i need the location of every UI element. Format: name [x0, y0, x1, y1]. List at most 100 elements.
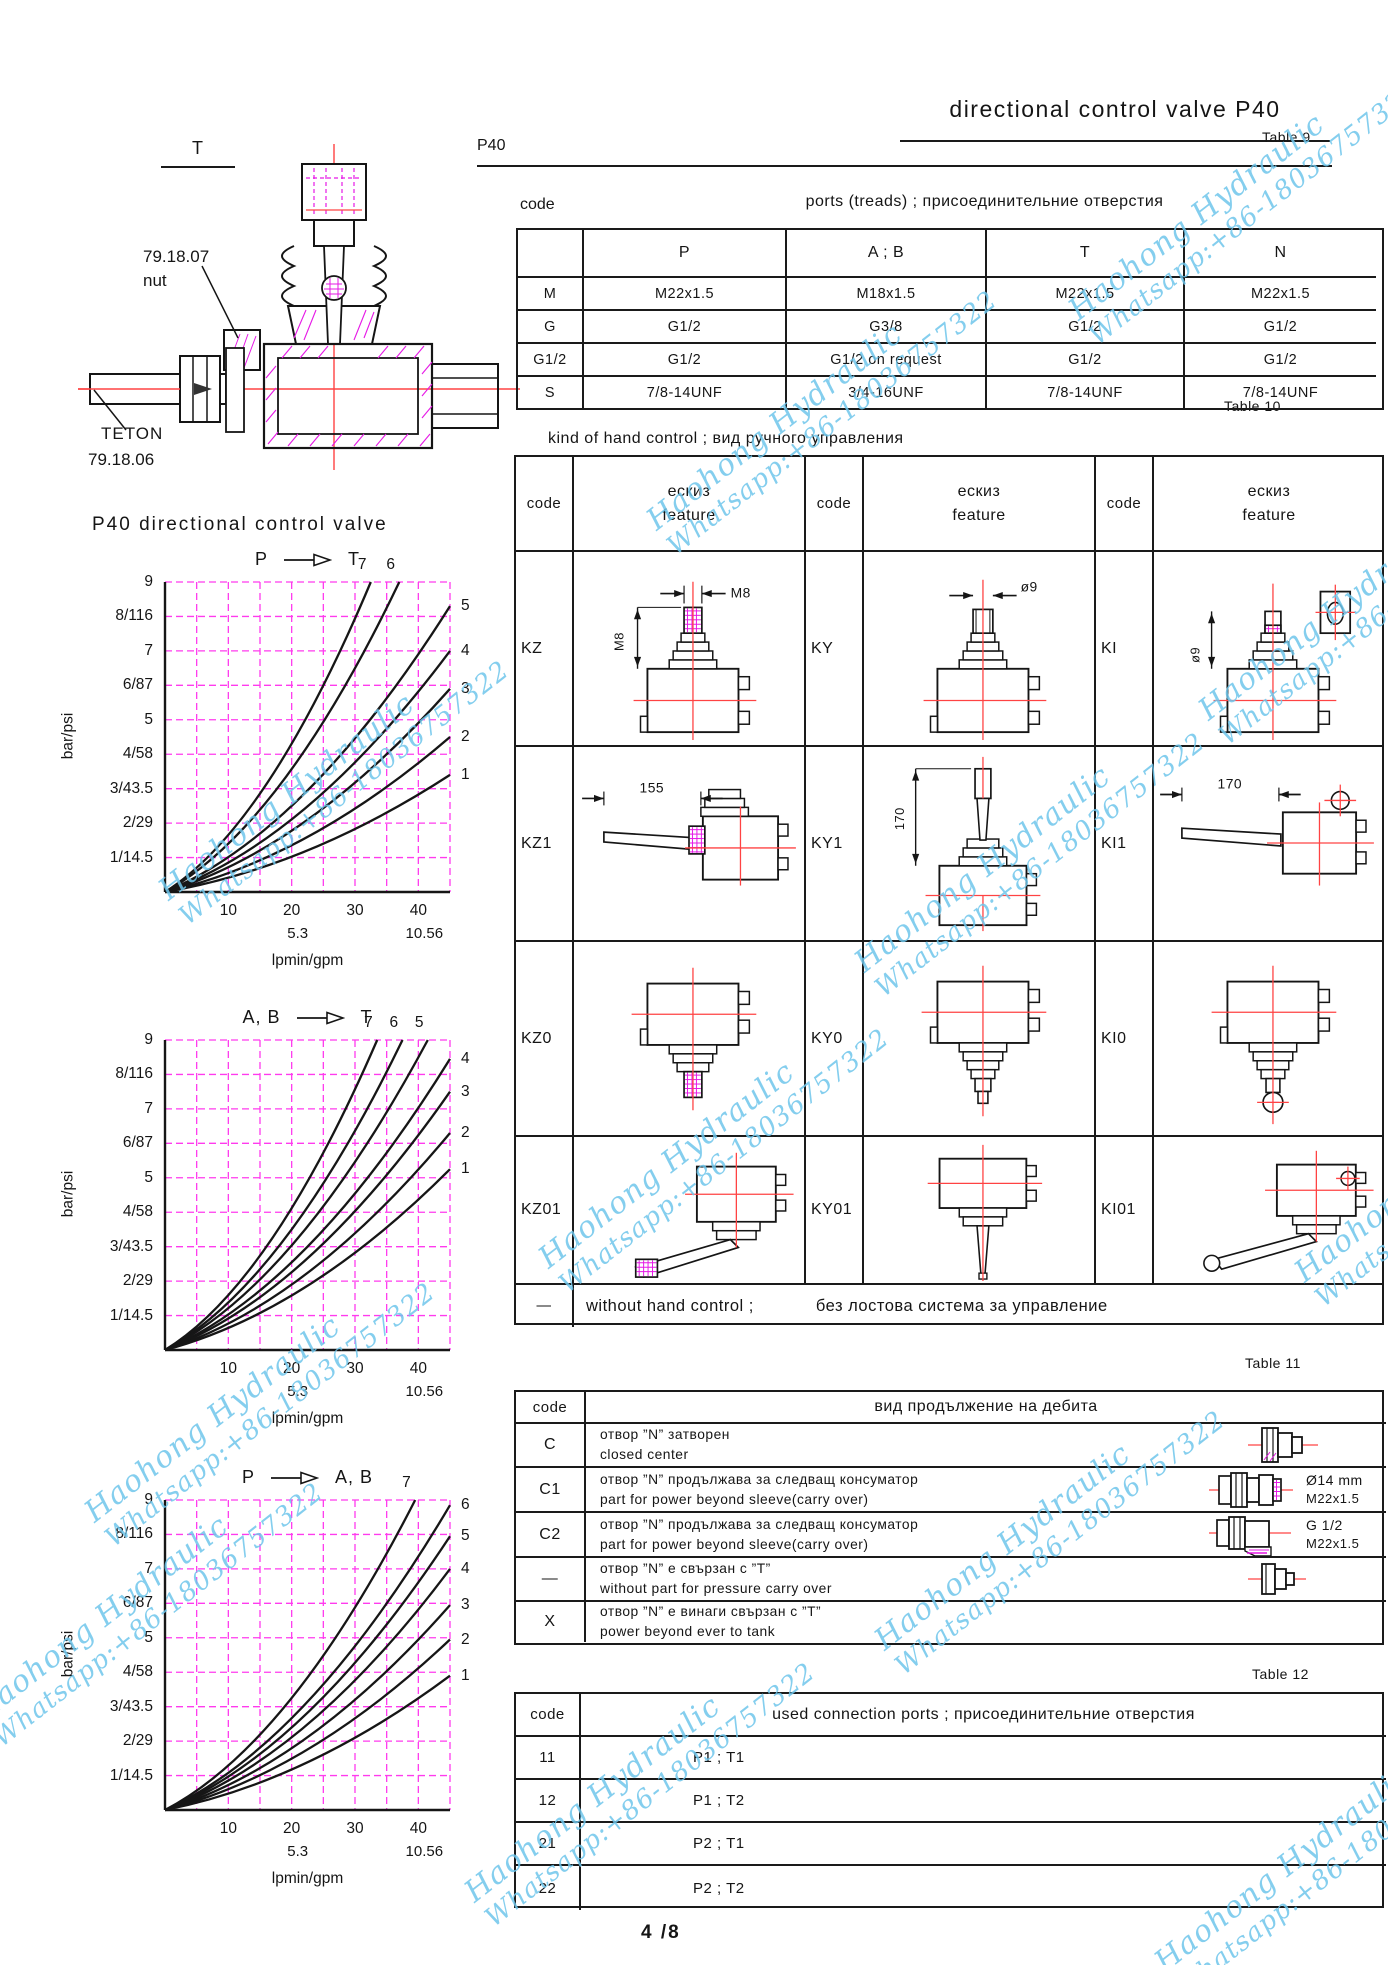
- y-axis-label: bar/psi: [59, 1170, 77, 1218]
- x-tick-label: 30: [346, 902, 364, 919]
- table11-desc-cell: отвор ”N” продължава за следващ консумат…: [586, 1513, 1386, 1558]
- curve-label: 4: [461, 1049, 470, 1067]
- header-rule: [477, 165, 1332, 167]
- valve-control-sketch-kz: M8 M8: [612, 581, 757, 741]
- y-tick-label: 7: [144, 1559, 153, 1577]
- curve-label: 1: [461, 1666, 470, 1684]
- ports-table-cell: G1/2: [584, 311, 787, 344]
- table11-code-header: code: [516, 1392, 586, 1424]
- y-tick-label: 5: [144, 1168, 153, 1186]
- table11-code-cell: C: [516, 1424, 586, 1468]
- table11-desc-cell: отвор ”N” е винаги свързан с ”T” power be…: [600, 1604, 822, 1639]
- charts-title: P40 directional control valve: [92, 514, 388, 535]
- ports-table-cell: M22x1.5: [584, 278, 787, 311]
- part-number-teton: 79.18.06: [88, 450, 155, 469]
- x-axis-label: lpmin/gpm: [271, 1870, 344, 1887]
- table12-title: used connection ports ; присоединительни…: [581, 1694, 1386, 1737]
- table12-code-cell: 21: [516, 1823, 581, 1866]
- hand-control-code-cell: KY: [806, 552, 864, 747]
- flow-from: P: [254, 549, 268, 569]
- curve-label: 6: [461, 1496, 470, 1514]
- x-axis-label: lpmin/gpm: [271, 952, 344, 969]
- hand-control-sketch-cell: [864, 942, 1096, 1137]
- chart-3: P A, B 7 6 5 4 3 2 1 9 8/116 7 6/87 5 4/58 3/43.5 2/29 1/…: [0, 1467, 530, 1925]
- table12-label: Table 12: [1252, 1666, 1309, 1682]
- y-tick-label: 1/14.5: [109, 1766, 153, 1784]
- ports-table-cell: 7/8-14UNF: [1242, 384, 1319, 401]
- table12-ports-cell: P1 ; T1: [581, 1737, 1386, 1780]
- hand-control-code-cell: KZ0: [516, 942, 574, 1137]
- ports-table-column-header: P: [584, 230, 787, 278]
- hand-control-code-cell: KZ01: [516, 1137, 574, 1285]
- title-underline: [900, 140, 1330, 142]
- ports-table-cell: G: [518, 311, 584, 344]
- svg-text:170: 170: [1218, 776, 1243, 792]
- table11-code-cell: C2: [516, 1513, 586, 1558]
- table12-ports-cell: P2 ; T2: [693, 1879, 745, 1897]
- y-tick-label: 7: [144, 1099, 153, 1117]
- y-tick-label: 8/116: [115, 1065, 153, 1083]
- ports-table-cell: G1/2: [518, 344, 584, 377]
- hand-control-sketch-cell: M8 M8: [574, 552, 806, 747]
- table9-title: ports (treads) ; присоединительние отвер…: [805, 193, 1164, 210]
- y-tick-label: 5: [144, 710, 153, 728]
- svg-text:M8: M8: [612, 632, 627, 651]
- y-tick-label: 7: [144, 641, 153, 659]
- y-tick-label: 8/116: [115, 607, 153, 625]
- ports-table-cell: G1/2: [1185, 311, 1376, 344]
- table9-label: Table 9: [1262, 129, 1311, 145]
- ports-table-cell: G1/2: [1185, 344, 1376, 377]
- hand-control-feature-header: ескиз feature: [574, 457, 806, 552]
- curve-label: 7: [402, 1474, 411, 1491]
- x-gpm-tick-label: 5.3: [287, 1843, 309, 1860]
- svg-text:M8: M8: [731, 585, 751, 601]
- curve-label: 7: [364, 1014, 373, 1031]
- part-number-nut: 79.18.07: [143, 247, 210, 266]
- flow-arrow-icon: [284, 552, 332, 567]
- valve-control-sketch-ki0: [1211, 965, 1337, 1125]
- y-tick-label: 9: [144, 1031, 153, 1048]
- y-tick-label: 1/14.5: [109, 848, 153, 866]
- ports-table-cell: 7/8-14UNF: [987, 377, 1185, 408]
- page-title: directional control valve P40: [949, 96, 1281, 122]
- curve-label: 6: [389, 1014, 399, 1031]
- x-tick-label: 40: [409, 1360, 427, 1377]
- valve-control-sketch-ki01: [1203, 1150, 1374, 1272]
- plug-sleeve-icon: [1209, 1471, 1293, 1508]
- table10-label: Table 10: [1224, 398, 1281, 414]
- part-name-nut: nut: [143, 271, 167, 290]
- hand-control-code-cell: KY1: [806, 747, 864, 942]
- curve-label: 5: [461, 597, 470, 615]
- page-number: 4 /8: [641, 1922, 681, 1943]
- y-tick-label: 2/29: [122, 1732, 153, 1750]
- hand-control-code-header: code: [1096, 457, 1154, 552]
- ports-table-cell: G1/2: [987, 344, 1185, 377]
- curve-label: 5: [461, 1527, 470, 1545]
- hand-control-sketch-cell: 155: [574, 747, 806, 942]
- hand-control-sketch-cell: [864, 1137, 1096, 1285]
- plug-sleeve-g-icon: [1209, 1515, 1291, 1557]
- table11-title: вид продължение на дебита: [586, 1392, 1386, 1424]
- hand-control-sketch-cell: 170: [1154, 747, 1384, 942]
- chart-flow-path: P A, B: [125, 1467, 490, 1488]
- y-tick-label: 4/58: [122, 1663, 153, 1681]
- ports-table-cell: 3/4-16UNF: [787, 377, 987, 408]
- y-tick-label: 1/14.5: [109, 1306, 153, 1324]
- chart-flow-path: A, B T: [125, 1007, 490, 1028]
- chart-1: P T 7 6 5 4 3 2 1 9 8/116 7 6/87 5 4/58 3/43.5 2/29 1/14.…: [0, 549, 530, 1007]
- x-tick-label: 40: [409, 902, 427, 919]
- ports-table-cell: G3/8: [787, 311, 987, 344]
- curve-label: 3: [461, 679, 470, 697]
- ports-table-column-header: N: [1185, 230, 1376, 278]
- flow-to: A, B: [335, 1467, 374, 1487]
- curve-label: 4: [461, 641, 470, 659]
- hand-control-code-cell: KI01: [1096, 1137, 1154, 1285]
- hand-control-code-cell: KZ: [516, 552, 574, 747]
- svg-text:155: 155: [640, 780, 665, 796]
- hand-control-sketch-cell: [574, 1137, 806, 1285]
- table9-code-header: code: [520, 196, 555, 213]
